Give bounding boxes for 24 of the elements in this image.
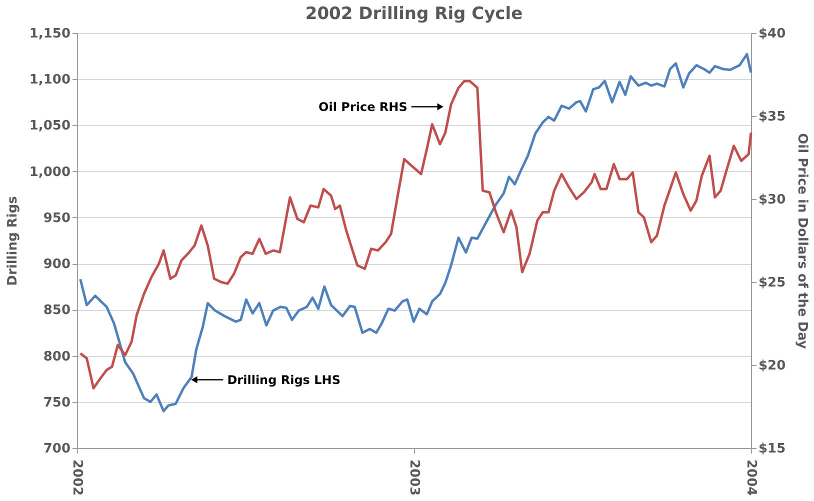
annotation: Oil Price RHS	[318, 100, 408, 114]
y2-tick-label: $40	[758, 26, 786, 42]
y2-tick-label: $30	[758, 192, 786, 208]
annotation: Drilling Rigs LHS	[227, 372, 340, 387]
y-tick-label: 800	[43, 349, 70, 364]
y2-tick-label: $20	[758, 358, 786, 374]
y-tick-label: 1,100	[29, 72, 70, 88]
y2-tick-label: $35	[758, 110, 786, 124]
y-tick-label: 1,000	[29, 164, 70, 180]
y2-tick-label: $25	[758, 276, 786, 290]
x-tick-label: 2004	[744, 460, 758, 496]
y-tick-label: 1,150	[29, 26, 70, 42]
x-tick-label: 2003	[406, 460, 422, 496]
chart-title: 2002 Drilling Rig Cycle	[305, 4, 523, 24]
y-tick-label: 850	[43, 303, 70, 318]
y-tick-label: 950	[43, 210, 70, 226]
y-tick-label: 700	[43, 442, 70, 456]
x-tick-label: 2002	[70, 460, 84, 496]
y-axis-title: Drilling Rigs	[5, 196, 20, 286]
y2-tick-label: $15	[758, 442, 786, 456]
y-tick-label: 750	[43, 395, 70, 410]
y2-axis-title: Oil Price in Dollars of the Day	[794, 133, 810, 350]
y-tick-label: 900	[43, 257, 70, 272]
y-tick-label: 1,050	[29, 118, 70, 134]
